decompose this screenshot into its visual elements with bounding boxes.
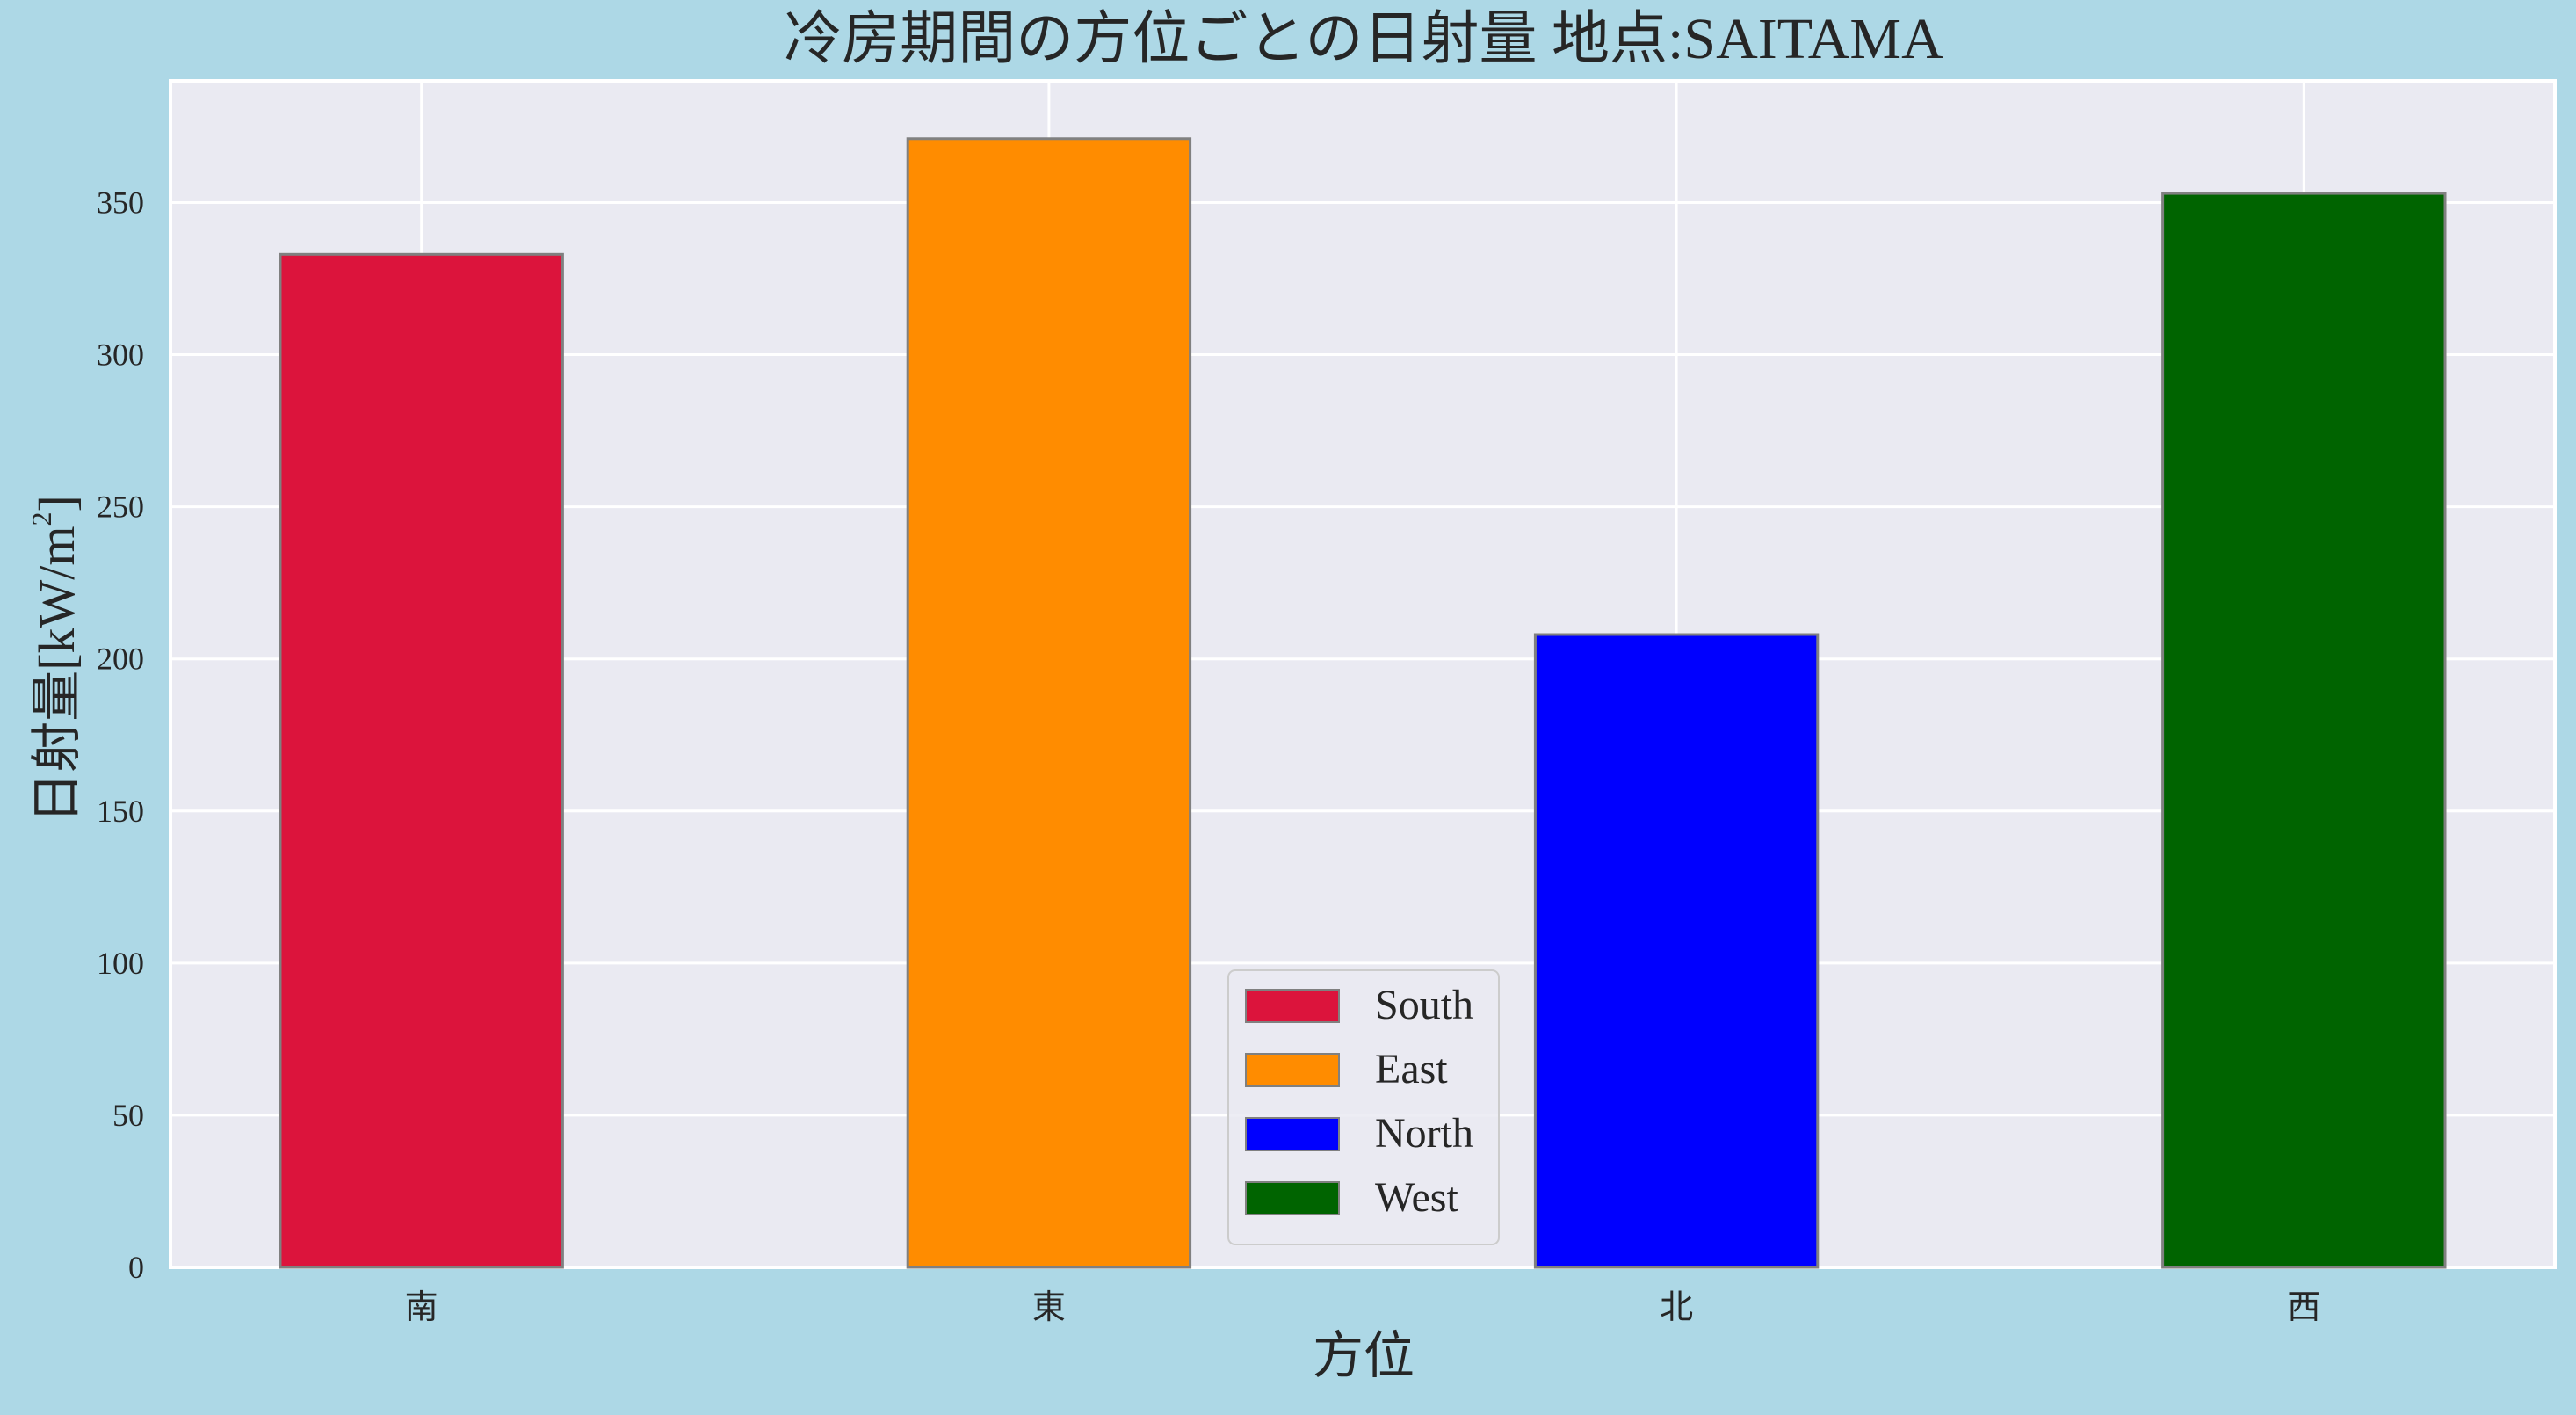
- y-axis-title: 日射量[kW/m2]: [25, 495, 85, 824]
- y-axis-ticks: 0 50 100 150 200 250 300 350: [97, 185, 144, 1285]
- bars: [279, 137, 2447, 1269]
- x-axis-ticks: 南東北西: [405, 1289, 2321, 1326]
- x-tick-label: 南: [405, 1289, 438, 1326]
- y-tick-label: 50: [112, 1098, 144, 1133]
- x-tick-label: 西: [2287, 1289, 2320, 1326]
- bar-west: [2161, 192, 2447, 1269]
- legend-box: [1227, 969, 1500, 1245]
- legend-label-east: East: [1375, 1046, 1448, 1092]
- chart-title: 冷房期間の方位ごとの日射量 地点:SAITAMA: [784, 7, 1943, 71]
- y-tick-label: 300: [97, 337, 144, 373]
- y-axis-title-superscript: 2: [25, 512, 57, 526]
- y-tick-label: 250: [97, 490, 144, 525]
- y-tick-label: 100: [97, 946, 144, 981]
- x-tick-label: 北: [1660, 1289, 1693, 1326]
- bar-east: [906, 137, 1192, 1269]
- legend-label-south: South: [1375, 982, 1473, 1028]
- y-axis-title-main: 日射量[kW/m: [28, 526, 85, 824]
- y-tick-label: 0: [128, 1250, 144, 1285]
- legend: South East North West: [1227, 969, 1500, 1245]
- bar-north: [1533, 633, 1820, 1269]
- legend-label-north: North: [1375, 1110, 1473, 1157]
- legend-swatch-west: [1245, 1181, 1340, 1215]
- x-axis-title: 方位: [1313, 1327, 1415, 1384]
- legend-swatch-north: [1245, 1117, 1340, 1151]
- legend-swatch-east: [1245, 1053, 1340, 1087]
- x-tick-label: 東: [1032, 1289, 1066, 1326]
- y-tick-label: 350: [97, 185, 144, 220]
- legend-label-west: West: [1375, 1174, 1458, 1221]
- y-tick-label: 150: [97, 794, 144, 829]
- y-axis-title-close: ]: [28, 495, 85, 512]
- y-tick-label: 200: [97, 642, 144, 677]
- legend-swatch-south: [1245, 989, 1340, 1023]
- bar-south: [279, 252, 564, 1269]
